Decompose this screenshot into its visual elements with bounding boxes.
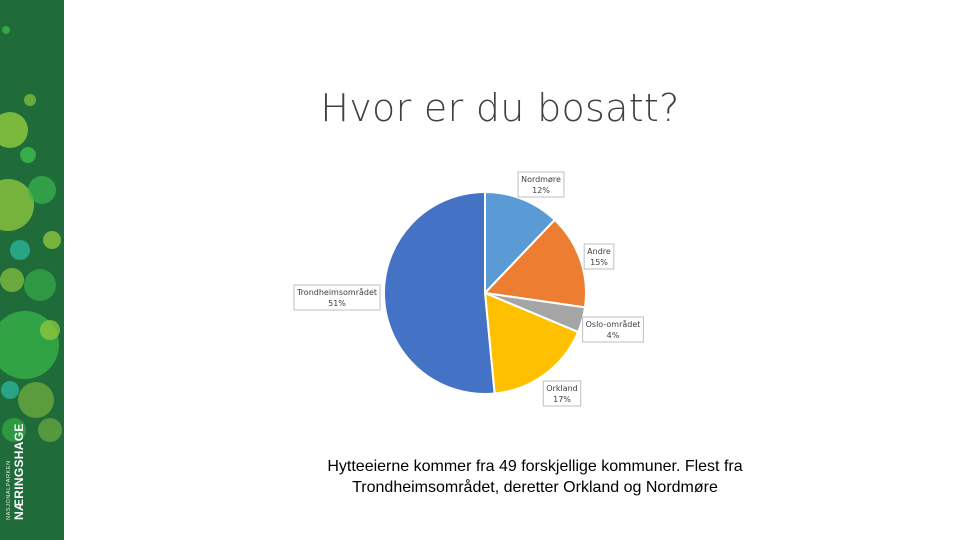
data-label-orkland: Orkland 17% (542, 380, 582, 407)
data-label-category: Trondheimsområdet (296, 287, 377, 297)
bubble-decoration (1, 381, 19, 399)
bubble-decoration (24, 269, 56, 301)
data-label-trondheimsomradet: Trondheimsområdet 51% (293, 284, 381, 311)
bubble-decoration (40, 320, 60, 340)
bubble-decoration (10, 240, 30, 260)
bubble-decoration (38, 418, 62, 442)
data-label-percent: 51% (328, 299, 346, 308)
data-label-percent: 4% (607, 331, 620, 340)
bubble-decoration (18, 382, 54, 418)
pie-slice-trondheimsomradet (383, 190, 496, 395)
bubble-decoration (0, 179, 34, 231)
pie-slice-andre (482, 218, 587, 309)
bubble-decoration (43, 231, 61, 249)
data-label-category: Andre (587, 247, 611, 256)
data-label-andre: Andre 15% (583, 243, 615, 270)
data-label-percent: 15% (590, 258, 608, 267)
data-label-nordmore: Nordmøre 12% (517, 171, 565, 198)
data-label-category: Oslo-området (586, 319, 641, 329)
bubble-decoration (20, 147, 36, 163)
decorative-bubbles (0, 26, 62, 442)
caption-line-1: Hytteeierne kommer fra 49 forskjellige k… (327, 458, 743, 475)
bubble-decoration (24, 94, 36, 106)
bubble-decoration (2, 26, 10, 34)
caption-line-2: Trondheimsområdet, deretter Orkland og N… (352, 479, 718, 496)
data-label-oslo-omradet: Oslo-området 4% (582, 316, 644, 343)
pie-slice-nordmore (484, 190, 557, 296)
caption: Hytteeierne kommer fra 49 forskjellige k… (270, 456, 800, 498)
chart-title: Hvor er du bosatt? (320, 86, 680, 130)
data-label-category: Orkland (546, 384, 578, 393)
pie-slice-orkland (483, 291, 580, 395)
bubble-decoration (0, 268, 24, 292)
data-label-category: Nordmøre (521, 175, 561, 184)
bubble-decoration (2, 418, 26, 442)
data-label-percent: 17% (553, 395, 571, 404)
sidebar-banner: NASJONALPARKEN NÆRINGSHAGE (0, 0, 64, 540)
bubble-decoration (0, 112, 28, 148)
data-label-percent: 12% (532, 186, 550, 195)
bubble-decoration (28, 176, 56, 204)
